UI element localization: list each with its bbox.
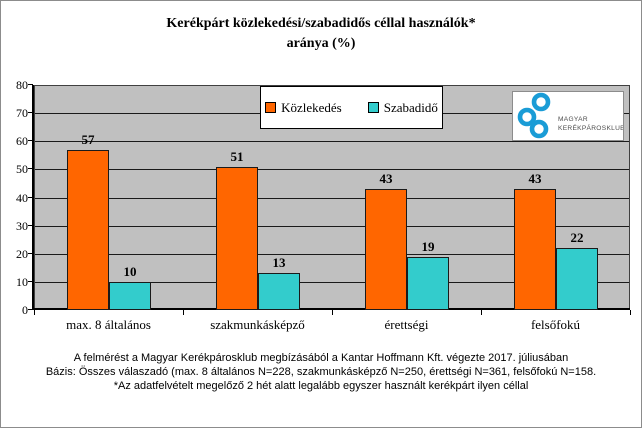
grid-line [35, 225, 629, 227]
footnote-line-3: *Az adatfelvételt megelőző 2 hét alatt l… [113, 380, 529, 392]
bar-közlekedés-1 [67, 150, 109, 310]
x-category-label: felsőfokú [530, 317, 581, 332]
bar-value-label: 43 [379, 171, 393, 186]
legend-label: Szabadidő [383, 99, 438, 115]
y-axis-tick [28, 281, 33, 282]
bar-value-label: 51 [230, 149, 244, 164]
x-axis-tick [332, 310, 333, 315]
y-axis-tick [28, 253, 33, 254]
x-category-label: érettségi [384, 317, 429, 332]
grid-line [35, 253, 629, 255]
chart-title-line-2: aránya (%) [286, 36, 356, 51]
legend-item: Közlekedés [265, 100, 342, 116]
bar-value-label: 13 [272, 255, 286, 270]
chart-title: Kerékpárt közlekedési/szabadidős céllal … [1, 14, 641, 54]
bar-value-label: 22 [570, 230, 584, 245]
y-tick-label: 0 [22, 303, 28, 317]
grid-line [35, 169, 629, 171]
y-tick-label: 40 [16, 190, 28, 205]
x-axis-tick [34, 310, 35, 315]
chart-title-line-1: Kerékpárt közlekedési/szabadidős céllal … [166, 16, 476, 31]
x-axis-tick [481, 310, 482, 315]
y-tick-label: 60 [16, 134, 28, 149]
bar-szabadidő-3 [407, 257, 449, 310]
bar-szabadidő-2 [258, 273, 300, 310]
x-category-label: szakmunkásképző [210, 317, 305, 332]
logo-text-line-2: KERÉKPÁROSKLUB [558, 123, 623, 132]
logo-text-line-1: MAGYAR [558, 116, 588, 123]
y-tick-label: 80 [16, 78, 28, 92]
y-axis-tick [28, 168, 33, 169]
bar-value-label: 57 [81, 132, 95, 147]
bar-közlekedés-2 [216, 167, 258, 310]
legend-swatch-szabadidő [367, 102, 379, 113]
bar-szabadidő-1 [109, 282, 151, 310]
legend-label: Közlekedés [281, 99, 342, 115]
bar-value-label: 10 [123, 264, 137, 279]
bar-szabadidő-4 [556, 248, 598, 310]
x-axis-line [32, 308, 630, 310]
y-axis-tick [28, 140, 33, 141]
magyar-kerekparosklub-logo: MAGYAR KERÉKPÁROSKLUB [512, 91, 624, 141]
bar-közlekedés-3 [365, 189, 407, 310]
y-axis-tick [28, 112, 33, 113]
bar-value-label: 43 [528, 171, 542, 186]
y-tick-label: 30 [16, 218, 28, 233]
grid-line [35, 197, 629, 199]
bar-value-label: 19 [421, 239, 435, 254]
y-axis-tick [28, 84, 33, 85]
legend-swatch-közlekedés [265, 102, 277, 113]
footnote-block: A felmérést a Magyar Kerékpárosklub megb… [1, 351, 641, 393]
footnote-line-1: A felmérést a Magyar Kerékpárosklub megb… [73, 352, 569, 364]
y-tick-label: 10 [16, 274, 28, 289]
legend-item: Szabadidő [367, 99, 438, 116]
bar-közlekedés-4 [514, 189, 556, 310]
y-tick-label: 70 [16, 106, 28, 121]
y-tick-label: 50 [16, 162, 28, 177]
x-axis-tick [183, 310, 184, 315]
bike-club-rings-icon: MAGYAR KERÉKPÁROSKLUB [517, 92, 623, 139]
grid-line [35, 141, 629, 143]
y-axis-line [32, 85, 34, 310]
x-axis-tick [630, 310, 631, 315]
x-category-label: max. 8 általános [66, 317, 151, 332]
y-axis-tick [28, 309, 33, 310]
grid-line [35, 281, 629, 283]
chart-legend: Közlekedés Szabadidő [260, 86, 443, 129]
footnote-line-2: Bázis: Összes válaszadó (max. 8 általáno… [45, 366, 597, 378]
y-axis-tick [28, 225, 33, 226]
y-tick-label: 20 [16, 246, 28, 261]
y-axis-tick [28, 197, 33, 198]
